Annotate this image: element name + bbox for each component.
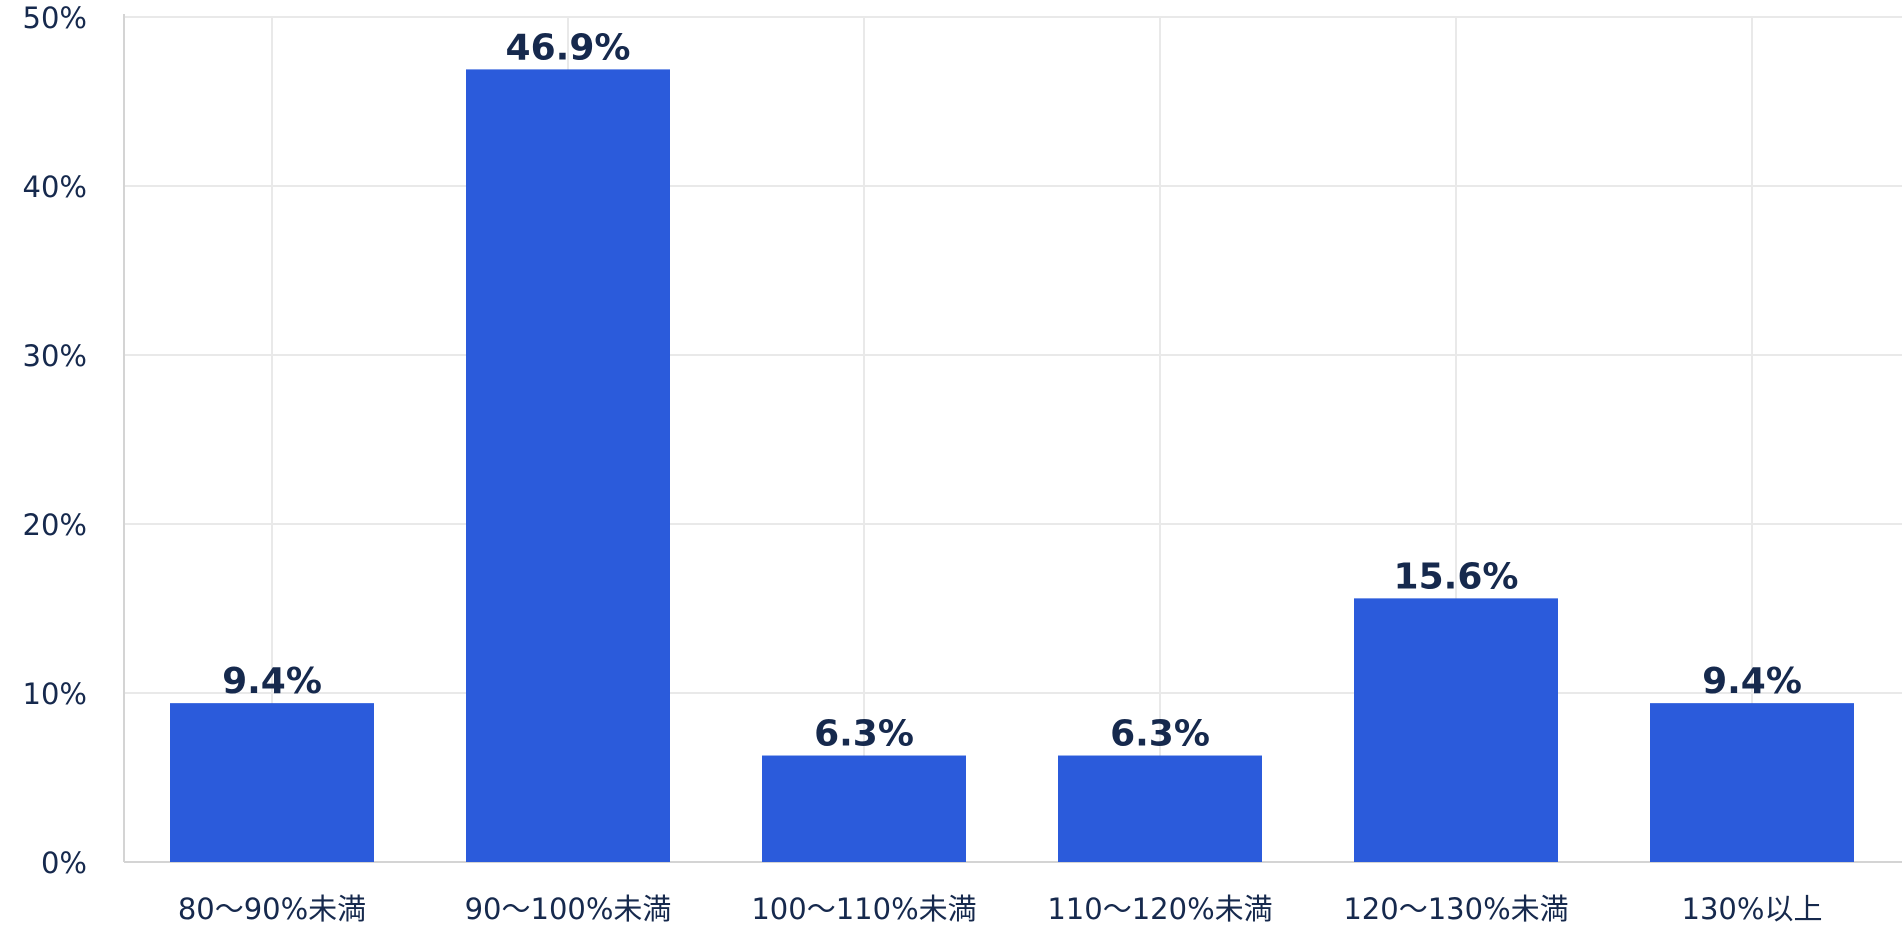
data-labels: 9.4% 46.9% 6.3% 6.3% 15.6% 9.4% xyxy=(222,27,1802,754)
grid-lines xyxy=(124,16,1902,862)
bar xyxy=(1058,755,1262,862)
bar-value-label: 6.3% xyxy=(1110,714,1210,755)
bar-value-label: 6.3% xyxy=(814,714,914,755)
bar-value-label: 46.9% xyxy=(506,27,631,68)
x-tick-label: 90〜100%未満 xyxy=(465,892,672,926)
bar xyxy=(466,69,670,862)
y-tick-label: 0% xyxy=(41,846,87,880)
bar xyxy=(762,755,966,862)
bar xyxy=(1650,703,1854,862)
y-tick-label: 40% xyxy=(23,170,87,204)
x-tick-label: 110〜120%未満 xyxy=(1047,892,1272,926)
bar xyxy=(1354,598,1558,862)
y-tick-label: 20% xyxy=(23,508,87,542)
bar-value-label: 15.6% xyxy=(1394,556,1519,597)
x-tick-label: 80〜90%未満 xyxy=(178,892,366,926)
bar-value-label: 9.4% xyxy=(222,661,322,702)
x-tick-label: 100〜110%未満 xyxy=(751,892,976,926)
x-axis-ticks: 80〜90%未満 90〜100%未満 100〜110%未満 110〜120%未満 120… xyxy=(178,892,1823,926)
y-tick-label: 10% xyxy=(23,677,87,711)
bars xyxy=(170,69,1854,862)
bar xyxy=(170,703,374,862)
x-tick-label: 120〜130%未満 xyxy=(1343,892,1568,926)
x-tick-label: 130%以上 xyxy=(1682,892,1823,926)
axes xyxy=(123,14,1902,863)
y-tick-label: 50% xyxy=(23,1,87,35)
bar-value-label: 9.4% xyxy=(1702,661,1802,702)
y-axis-ticks: 0% 10% 20% 30% 40% 50% xyxy=(23,1,87,880)
y-tick-label: 30% xyxy=(23,339,87,373)
